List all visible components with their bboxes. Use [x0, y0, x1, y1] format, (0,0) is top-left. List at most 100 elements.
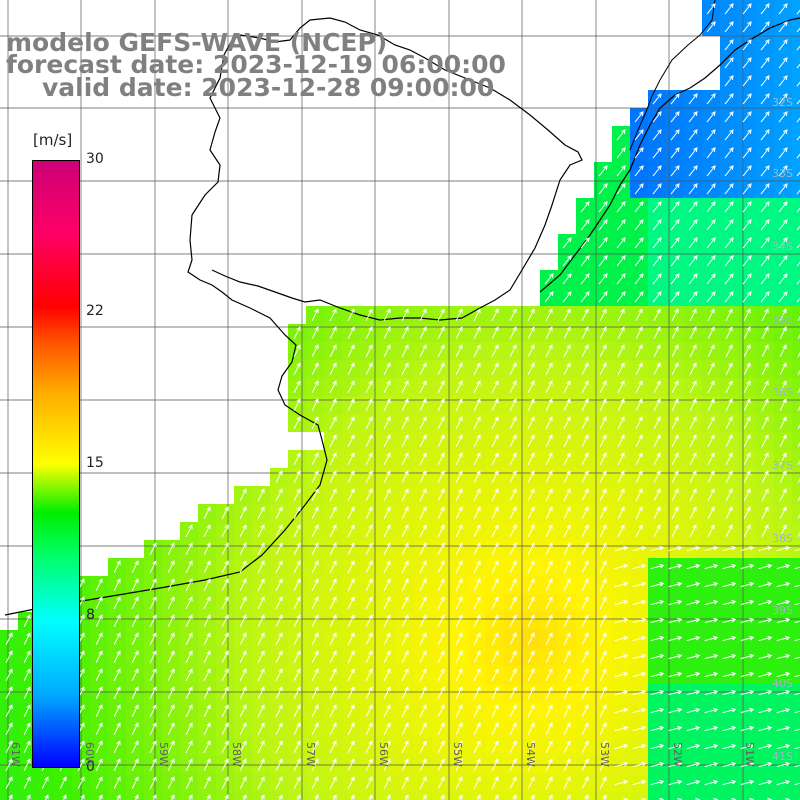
- wind-arrow: [722, 617, 737, 624]
- wind-arrow: [668, 743, 683, 750]
- wind-arrow: [365, 632, 373, 646]
- wind-arrow: [473, 470, 481, 484]
- wind-arrow: [689, 344, 697, 358]
- wind-arrow: [329, 740, 337, 754]
- wind-arrow: [383, 722, 391, 736]
- wind-arrow: [455, 524, 463, 538]
- lat-label: 41S: [772, 750, 793, 763]
- wind-arrow: [473, 308, 481, 322]
- wind-arrow: [491, 344, 499, 358]
- wind-arrow: [796, 189, 800, 195]
- wind-arrow: [293, 488, 301, 502]
- wind-arrow: [455, 740, 463, 754]
- wind-cell: [792, 90, 800, 108]
- wind-arrow: [599, 776, 607, 790]
- wind-arrow: [473, 650, 481, 664]
- wind-arrow: [580, 237, 590, 249]
- wind-arrow: [437, 488, 445, 502]
- wind-arrow: [491, 326, 499, 340]
- wind-arrow: [706, 237, 716, 249]
- wind-arrow: [668, 635, 683, 642]
- wind-arrow: [671, 488, 679, 502]
- wind-arrow: [170, 794, 175, 800]
- wind-arrow: [527, 740, 535, 754]
- wind-arrow: [509, 488, 517, 502]
- wind-arrow: [419, 470, 427, 484]
- wind-arrow: [796, 153, 800, 159]
- wind-cell: [792, 504, 800, 522]
- wind-arrow: [509, 776, 517, 790]
- wind-arrow: [275, 488, 283, 502]
- colorbar-tick-label: 15: [86, 455, 104, 471]
- wind-arrow: [167, 704, 175, 718]
- wind-arrow: [149, 668, 157, 682]
- wind-arrow: [23, 722, 31, 736]
- wind-arrow: [113, 704, 121, 718]
- wind-arrow: [761, 452, 769, 466]
- wind-arrow: [257, 686, 265, 700]
- wind-arrow: [779, 452, 787, 466]
- wind-arrow: [761, 344, 769, 358]
- wind-arrow: [670, 111, 680, 123]
- wind-arrow: [760, 237, 770, 249]
- wind-arrow: [796, 45, 800, 51]
- wind-cell: [792, 558, 800, 576]
- wind-arrow: [778, 75, 788, 87]
- wind-arrow: [329, 722, 337, 736]
- wind-arrow: [509, 740, 517, 754]
- wind-arrow: [473, 434, 481, 448]
- wind-arrow: [185, 740, 193, 754]
- wind-arrow: [509, 326, 517, 340]
- wind-arrow: [527, 362, 535, 376]
- wind-arrow: [221, 776, 229, 790]
- wind-arrow: [23, 668, 31, 682]
- wind-arrow: [221, 722, 229, 736]
- wind-arrow: [650, 563, 665, 570]
- wind-arrow: [652, 183, 662, 195]
- wind-arrow: [419, 560, 427, 574]
- wind-arrow: [113, 668, 121, 682]
- wind-arrows: [5, 3, 800, 800]
- wind-arrow: [634, 255, 644, 267]
- wind-arrow: [419, 722, 427, 736]
- wind-arrow: [401, 650, 409, 664]
- wind-arrow: [527, 308, 535, 322]
- wind-arrow: [688, 129, 698, 141]
- wind-arrow: [437, 416, 445, 430]
- wind-arrow: [796, 261, 800, 267]
- wind-arrow: [203, 758, 211, 772]
- wind-arrow: [740, 599, 755, 606]
- wind-arrow: [779, 326, 787, 340]
- wind-arrow: [347, 722, 355, 736]
- wind-arrow: [761, 308, 769, 322]
- wind-arrow: [653, 434, 661, 448]
- wind-arrow: [167, 596, 175, 610]
- wind-arrow: [365, 398, 373, 412]
- wind-cell: [792, 792, 800, 800]
- wind-arrow: [365, 326, 373, 340]
- wind-arrow: [704, 563, 719, 570]
- wind-cell: [54, 792, 72, 800]
- wind-cell: [522, 792, 540, 800]
- wind-arrow: [616, 255, 626, 267]
- wind-arrow: [275, 758, 283, 772]
- wind-arrow: [743, 470, 751, 484]
- wind-arrow: [437, 344, 445, 358]
- wind-arrow: [632, 635, 647, 642]
- wind-arrow: [617, 470, 625, 484]
- wind-arrow: [545, 704, 553, 718]
- wind-cell: [162, 792, 180, 800]
- wind-arrow: [473, 506, 481, 520]
- wind-cell: [792, 342, 800, 360]
- wind-arrow: [257, 488, 265, 502]
- wind-arrow: [221, 650, 229, 664]
- wind-arrow: [545, 776, 553, 790]
- wind-arrow: [509, 560, 517, 574]
- wind-arrow: [401, 488, 409, 502]
- wind-arrow: [563, 578, 571, 592]
- wind-arrow: [668, 671, 683, 678]
- wind-arrow: [671, 452, 679, 466]
- wind-arrow: [98, 794, 103, 800]
- wind-arrow: [419, 614, 427, 628]
- wind-cell: [792, 162, 800, 180]
